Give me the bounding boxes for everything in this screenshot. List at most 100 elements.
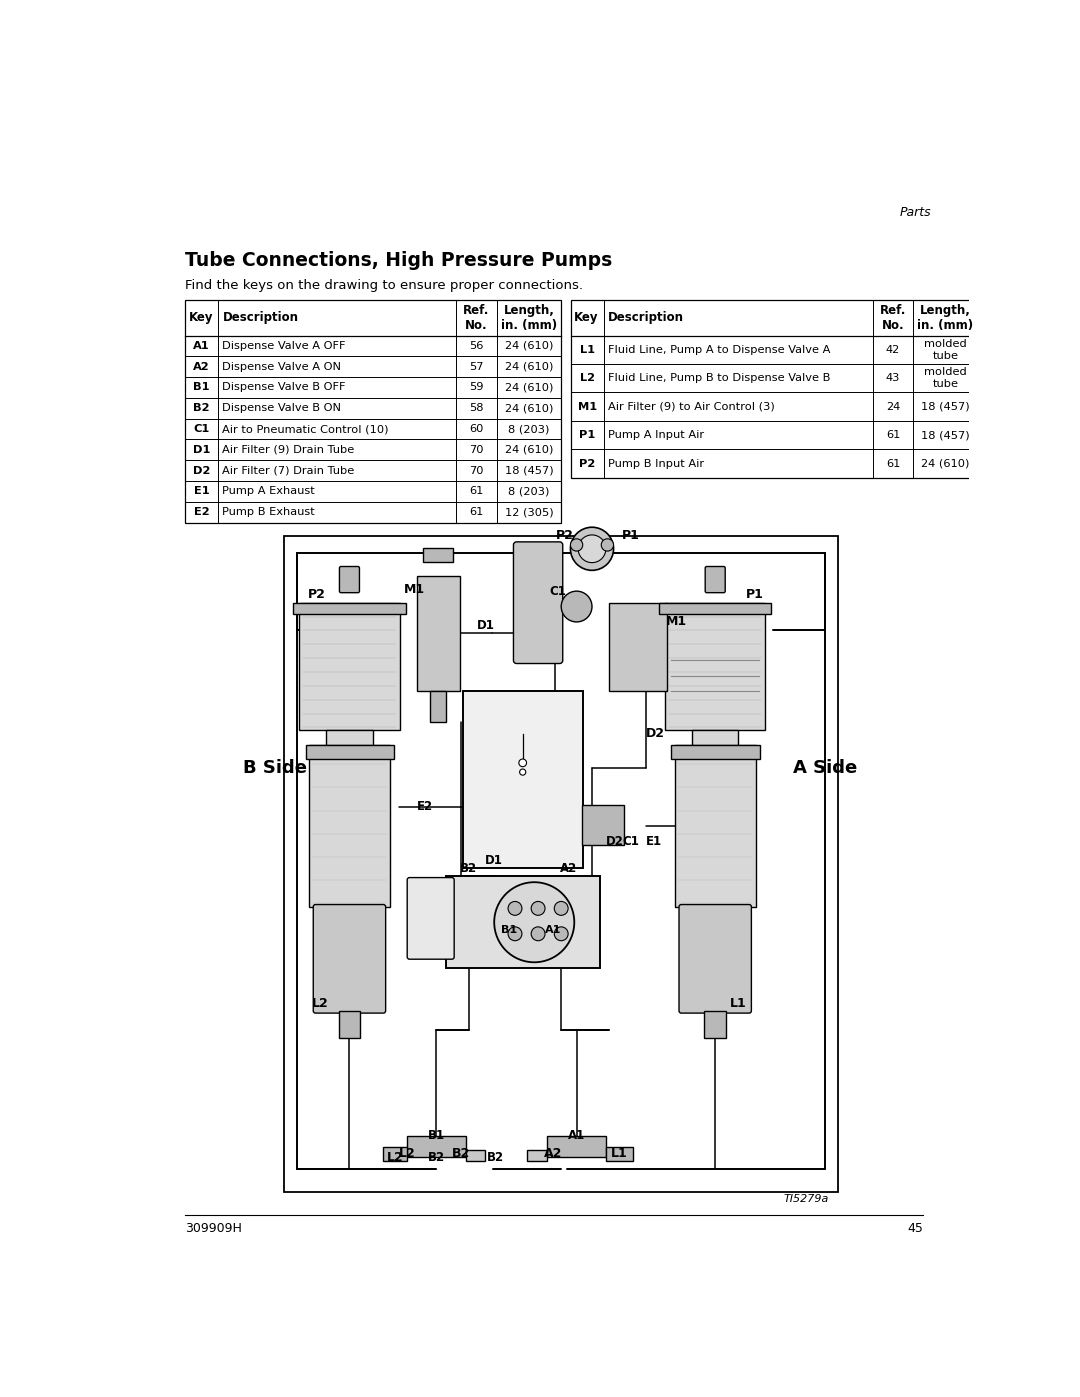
- Bar: [571, 300, 977, 478]
- Circle shape: [562, 591, 592, 622]
- Bar: [692, 729, 739, 745]
- Text: A2: A2: [544, 1147, 563, 1160]
- Bar: [299, 602, 400, 729]
- Text: Key: Key: [575, 312, 598, 324]
- Text: A1: A1: [193, 341, 210, 351]
- Text: M1: M1: [578, 402, 597, 412]
- Text: 61: 61: [470, 507, 484, 517]
- Text: 43: 43: [886, 373, 901, 383]
- Text: 24 (610): 24 (610): [504, 444, 553, 455]
- Text: Dispense Valve B OFF: Dispense Valve B OFF: [222, 383, 346, 393]
- Text: Dispense Valve B ON: Dispense Valve B ON: [222, 404, 341, 414]
- Text: B Side: B Side: [243, 759, 307, 777]
- Text: Dispense Valve A ON: Dispense Valve A ON: [222, 362, 341, 372]
- Bar: [407, 1136, 465, 1157]
- Bar: [446, 876, 599, 968]
- Text: A1: A1: [545, 925, 562, 935]
- Text: D2: D2: [606, 835, 624, 848]
- Text: 42: 42: [886, 345, 901, 355]
- Text: Description: Description: [222, 312, 298, 324]
- Text: B2: B2: [451, 1147, 470, 1160]
- Bar: [284, 535, 838, 1192]
- Bar: [527, 1150, 548, 1161]
- FancyBboxPatch shape: [705, 567, 725, 592]
- Text: B1: B1: [501, 925, 517, 935]
- Text: 24 (610): 24 (610): [921, 458, 970, 469]
- Text: C1: C1: [549, 584, 566, 598]
- Bar: [463, 692, 583, 869]
- FancyBboxPatch shape: [513, 542, 563, 664]
- Text: 61: 61: [886, 430, 901, 440]
- Circle shape: [519, 768, 526, 775]
- Text: molded
tube: molded tube: [924, 367, 967, 388]
- Text: Parts: Parts: [900, 207, 931, 219]
- Bar: [704, 1011, 726, 1038]
- Text: M1: M1: [666, 616, 687, 629]
- Text: 18 (457): 18 (457): [921, 430, 970, 440]
- Bar: [430, 692, 446, 722]
- Text: B1: B1: [193, 383, 210, 393]
- Text: 59: 59: [469, 383, 484, 393]
- Text: Pump B Exhaust: Pump B Exhaust: [222, 507, 315, 517]
- Text: 60: 60: [470, 425, 484, 434]
- Text: 70: 70: [469, 444, 484, 455]
- Text: Description: Description: [608, 312, 684, 324]
- FancyBboxPatch shape: [339, 567, 360, 592]
- Text: Key: Key: [189, 312, 213, 324]
- Text: Ref.
No.: Ref. No.: [463, 303, 489, 332]
- Circle shape: [518, 759, 527, 767]
- Text: molded
tube: molded tube: [924, 339, 967, 360]
- Bar: [465, 1150, 485, 1161]
- Text: A1: A1: [568, 1129, 585, 1141]
- Bar: [606, 1147, 633, 1161]
- Text: D2: D2: [193, 465, 211, 475]
- Text: Fluid Line, Pump A to Dispense Valve A: Fluid Line, Pump A to Dispense Valve A: [608, 345, 831, 355]
- Text: 18 (457): 18 (457): [504, 465, 553, 475]
- Circle shape: [508, 901, 522, 915]
- Text: P1: P1: [622, 529, 639, 542]
- Bar: [294, 602, 406, 615]
- Bar: [339, 1011, 361, 1038]
- Text: B2: B2: [428, 1151, 445, 1164]
- Text: B1: B1: [428, 1129, 445, 1141]
- Text: 18 (457): 18 (457): [921, 402, 970, 412]
- Text: 309909H: 309909H: [186, 1222, 242, 1235]
- Text: D1: D1: [476, 619, 495, 633]
- Bar: [548, 1136, 606, 1157]
- Text: L2: L2: [399, 1147, 416, 1160]
- Circle shape: [508, 926, 522, 940]
- Circle shape: [554, 926, 568, 940]
- Text: 12 (305): 12 (305): [504, 507, 553, 517]
- Text: Length,
in. (mm): Length, in. (mm): [501, 303, 557, 332]
- Text: Find the keys on the drawing to ensure proper connections.: Find the keys on the drawing to ensure p…: [186, 279, 583, 292]
- Text: 45: 45: [907, 1222, 923, 1235]
- Text: Air to Pneumatic Control (10): Air to Pneumatic Control (10): [222, 425, 389, 434]
- Circle shape: [531, 926, 545, 940]
- Bar: [659, 602, 771, 615]
- Text: Tube Connections, High Pressure Pumps: Tube Connections, High Pressure Pumps: [186, 251, 612, 270]
- Text: 24: 24: [886, 402, 901, 412]
- Text: P2: P2: [556, 529, 573, 542]
- Text: 8 (203): 8 (203): [509, 486, 550, 496]
- Text: E2: E2: [193, 507, 210, 517]
- Text: 70: 70: [469, 465, 484, 475]
- Text: Dispense Valve A OFF: Dispense Valve A OFF: [222, 341, 346, 351]
- Text: L1: L1: [730, 996, 746, 1010]
- Text: C1: C1: [622, 835, 639, 848]
- Text: P2: P2: [308, 588, 325, 602]
- Circle shape: [570, 539, 583, 550]
- Text: 61: 61: [470, 486, 484, 496]
- Bar: [609, 602, 667, 692]
- Text: P1: P1: [579, 430, 595, 440]
- FancyBboxPatch shape: [679, 904, 752, 1013]
- FancyBboxPatch shape: [407, 877, 455, 960]
- Text: Fluid Line, Pump B to Dispense Valve B: Fluid Line, Pump B to Dispense Valve B: [608, 373, 831, 383]
- Text: Pump A Exhaust: Pump A Exhaust: [222, 486, 315, 496]
- Bar: [326, 729, 373, 745]
- Text: TI5279a: TI5279a: [784, 1194, 829, 1204]
- Text: 24 (610): 24 (610): [504, 383, 553, 393]
- Text: Ref.
No.: Ref. No.: [880, 303, 906, 332]
- Bar: [186, 300, 562, 522]
- Circle shape: [531, 901, 545, 915]
- Circle shape: [554, 901, 568, 915]
